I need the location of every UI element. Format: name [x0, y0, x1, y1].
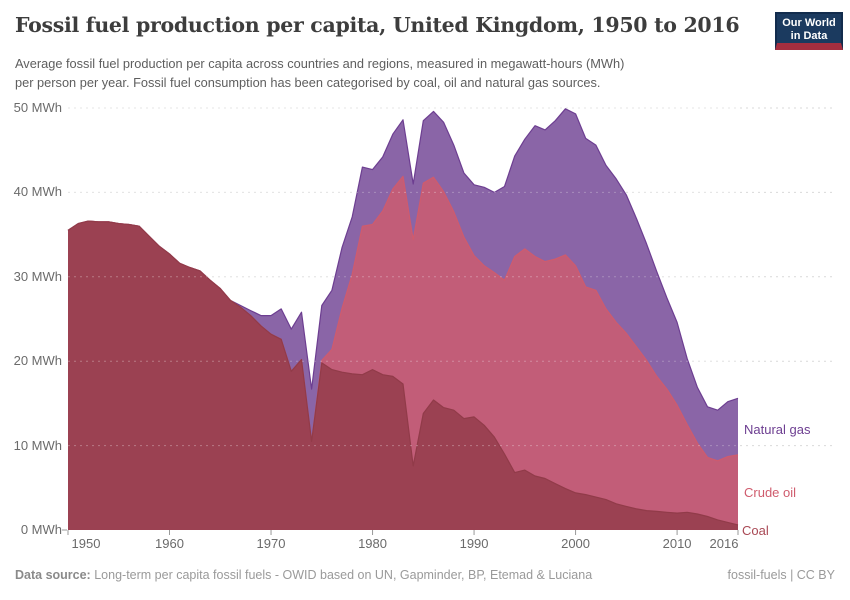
y-tick-label: 20 MWh — [13, 353, 62, 369]
subtitle-line-1: Average fossil fuel production per capit… — [15, 56, 625, 71]
chart-subtitle: Average fossil fuel production per capit… — [15, 55, 755, 92]
x-tick-label: 1960 — [155, 536, 184, 551]
x-tick-label: 2000 — [561, 536, 591, 551]
chart-footer: Data source: Long-term per capita fossil… — [0, 568, 850, 590]
license-note: fossil-fuels | CC BY — [727, 568, 835, 582]
x-tick-label: 2010 — [662, 536, 692, 551]
series-label-natural-gas: Natural gas — [744, 422, 811, 437]
owid-logo: Our World in Data — [775, 12, 843, 50]
series-label-crude-oil: Crude oil — [744, 485, 797, 500]
x-tick-label: 1980 — [358, 536, 387, 551]
y-tick-label: 30 MWh — [13, 268, 62, 284]
page-title: Fossil fuel production per capita, Unite… — [15, 13, 740, 37]
logo-line-1: Our World — [782, 17, 836, 29]
data-source-text: Long-term per capita fossil fuels - OWID… — [94, 568, 593, 582]
y-tick-label: 50 MWh — [13, 100, 62, 115]
x-tick-label: 1990 — [459, 536, 489, 551]
series-label-coal: Coal — [742, 523, 769, 538]
subtitle-line-2: per person per year. Fossil fuel consump… — [15, 74, 601, 90]
logo-line-2: in Data — [790, 30, 828, 42]
data-source-label: Data source: — [15, 568, 91, 582]
y-tick-label: 10 MWh — [13, 437, 62, 453]
y-tick-label: 40 MWh — [13, 184, 62, 200]
x-tick-label: 1970 — [256, 536, 286, 551]
x-tick-label: 1950 — [71, 536, 101, 551]
y-tick-label: 0 MWh — [20, 522, 62, 537]
data-source: Data source: Long-term per capita fossil… — [15, 568, 592, 582]
x-tick-label: 2016 — [709, 536, 739, 551]
